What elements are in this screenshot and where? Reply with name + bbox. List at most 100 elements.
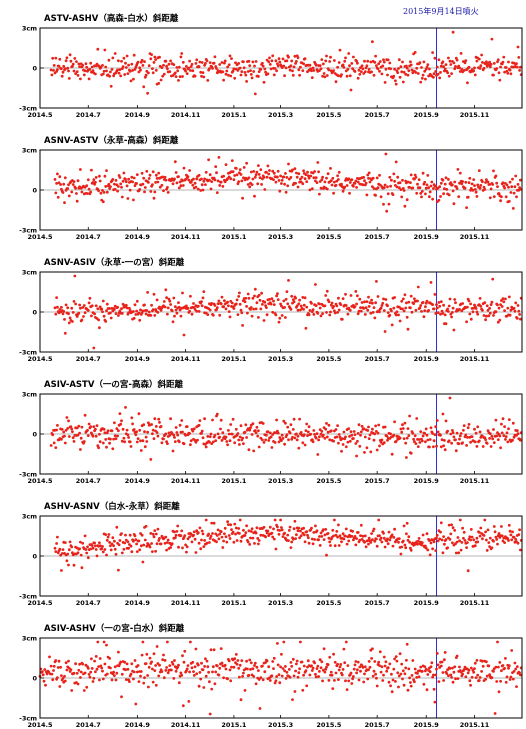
data-point — [377, 423, 381, 427]
data-point — [184, 543, 188, 547]
data-point — [272, 299, 275, 303]
data-point — [246, 70, 250, 73]
data-point — [266, 164, 270, 168]
data-point — [63, 201, 66, 205]
x-tick-label: 2014.5 — [27, 233, 53, 241]
data-point — [241, 674, 245, 678]
data-point — [280, 526, 283, 529]
data-point — [117, 650, 120, 654]
data-point — [334, 671, 338, 675]
data-point — [404, 306, 408, 310]
data-point — [273, 67, 277, 70]
data-point — [360, 538, 364, 541]
data-point — [391, 678, 395, 682]
data-point — [240, 70, 244, 73]
y-tick-label: -3cm — [19, 105, 37, 113]
data-point — [172, 296, 176, 300]
data-point — [299, 529, 302, 533]
data-point — [310, 669, 314, 672]
data-point — [60, 569, 63, 572]
data-point — [356, 660, 360, 664]
data-point — [103, 431, 107, 435]
data-point — [197, 65, 201, 69]
data-point — [200, 529, 204, 533]
data-point — [156, 434, 160, 438]
data-point — [399, 672, 403, 676]
data-point — [262, 441, 266, 444]
data-point — [96, 47, 100, 51]
data-point — [153, 55, 157, 59]
data-point — [213, 434, 217, 437]
data-point — [283, 306, 286, 309]
data-point — [277, 320, 281, 324]
data-point — [400, 299, 404, 303]
data-point — [148, 173, 152, 177]
data-point — [325, 176, 328, 180]
data-point — [497, 690, 501, 694]
data-point — [513, 309, 517, 313]
data-point — [405, 301, 408, 305]
data-point — [83, 671, 87, 675]
data-point — [298, 536, 301, 540]
data-point — [283, 669, 286, 673]
data-point — [177, 305, 181, 309]
data-point — [119, 660, 123, 664]
data-point — [415, 191, 419, 195]
data-point — [388, 175, 392, 179]
data-point — [245, 161, 249, 165]
data-point — [420, 66, 423, 69]
data-point — [384, 298, 388, 301]
data-point — [507, 666, 510, 670]
data-point — [319, 531, 323, 535]
data-point — [416, 72, 420, 75]
data-point — [324, 59, 328, 63]
data-point — [422, 682, 426, 686]
data-point — [378, 444, 381, 448]
x-tick-label: 2014.9 — [125, 355, 151, 363]
data-point — [454, 677, 457, 681]
data-point — [147, 665, 151, 669]
x-tick-label: 2015.3 — [268, 721, 293, 729]
data-point — [389, 684, 392, 688]
data-point — [321, 528, 325, 531]
data-point — [337, 170, 341, 174]
data-point — [406, 427, 410, 430]
data-point — [353, 182, 357, 185]
data-point — [149, 458, 153, 461]
data-point — [109, 84, 113, 88]
data-point — [402, 189, 406, 192]
data-point — [228, 315, 232, 319]
data-point — [243, 534, 247, 537]
data-point — [518, 313, 521, 316]
data-point — [485, 660, 488, 664]
data-point — [439, 433, 442, 437]
data-point — [383, 330, 387, 333]
data-point — [145, 652, 149, 656]
data-point — [404, 546, 408, 550]
data-point — [104, 533, 108, 536]
data-point — [295, 533, 298, 537]
data-point — [349, 430, 353, 433]
data-point — [291, 657, 295, 661]
data-point — [92, 425, 96, 429]
data-point — [268, 431, 272, 435]
data-point — [380, 540, 384, 544]
data-point — [227, 63, 231, 67]
data-point — [361, 666, 365, 669]
data-point — [85, 685, 89, 689]
data-point — [407, 667, 411, 671]
data-point — [351, 677, 354, 681]
data-point — [132, 677, 135, 681]
data-point — [257, 316, 260, 319]
data-point — [373, 432, 377, 436]
data-point — [332, 305, 335, 308]
x-tick-label: 2015.5 — [316, 599, 342, 607]
data-point — [359, 309, 363, 313]
data-point — [193, 537, 197, 541]
data-point — [428, 539, 431, 542]
data-point — [359, 430, 363, 434]
data-point — [350, 433, 354, 437]
data-point — [196, 531, 200, 535]
data-point — [397, 685, 400, 689]
